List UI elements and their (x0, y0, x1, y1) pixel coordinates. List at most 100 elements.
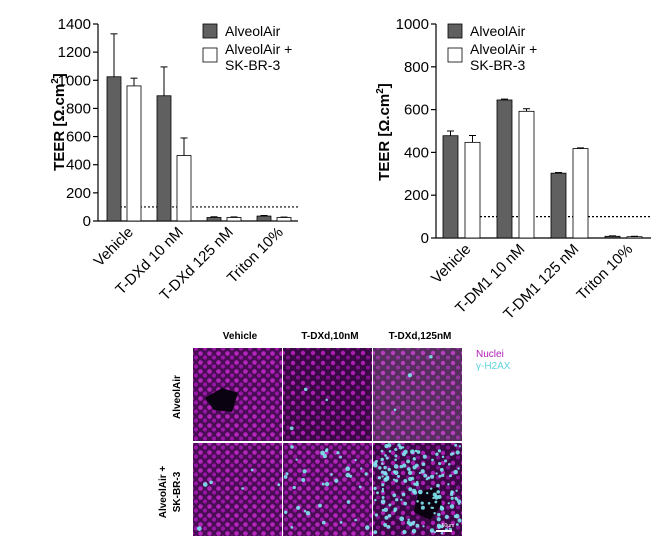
h2ax-spot (399, 464, 404, 469)
h2ax-spot (385, 456, 389, 460)
h2ax-spot (398, 445, 403, 450)
h2ax-spot (454, 513, 460, 519)
h2ax-spot (457, 467, 460, 470)
h2ax-spot (345, 466, 351, 472)
h2ax-spot (416, 500, 419, 503)
h2ax-spot (447, 483, 450, 486)
x-tick-label: Vehicle (91, 224, 137, 270)
h2ax-spot (386, 524, 391, 529)
h2ax-spot (458, 445, 462, 448)
col-header-tdxd-10: T-DXd,10nM (301, 331, 358, 342)
h2ax-spot (401, 492, 406, 497)
x-tick-label: Triton 10% (573, 241, 636, 304)
h2ax-spot (440, 531, 444, 535)
h2ax-spot (374, 498, 377, 502)
legend-nuclei: Nuclei (476, 349, 504, 360)
h2ax-spot (433, 511, 436, 515)
h2ax-spot (388, 503, 392, 507)
h2ax-spot (346, 500, 351, 504)
h2ax-spot (393, 408, 397, 412)
h2ax-spot (381, 508, 385, 512)
h2ax-spot (383, 523, 388, 527)
y-tick-label: 600 (66, 129, 91, 146)
bar (126, 85, 142, 222)
h2ax-spot (438, 462, 442, 466)
bar (156, 95, 172, 222)
h2ax-spot (339, 521, 343, 524)
y-tick-label: 0 (83, 213, 91, 230)
h2ax-spot (196, 526, 202, 531)
h2ax-spot (447, 502, 450, 505)
h2ax-spot (284, 510, 288, 514)
h2ax-spot (420, 501, 424, 505)
y-tick-label: 1200 (58, 44, 91, 61)
h2ax-spot (429, 487, 433, 490)
h2ax-spot (354, 518, 357, 522)
legend-entry: SK-BR-3 (225, 57, 280, 73)
h2ax-spot (422, 454, 427, 459)
h2ax-spot (427, 476, 431, 480)
bar (518, 110, 535, 239)
y-tick-label: 400 (404, 144, 429, 161)
h2ax-spot (339, 455, 342, 459)
h2ax-spot (430, 506, 433, 509)
h2ax-spot (418, 471, 422, 475)
h2ax-spot (324, 449, 329, 453)
left-y-axis-title: TEER [Ω.cm2] (50, 73, 68, 171)
h2ax-spot (393, 507, 398, 512)
h2ax-spot (413, 490, 418, 495)
h2ax-spot (380, 457, 384, 462)
bar (256, 215, 272, 222)
h2ax-spot (417, 489, 423, 495)
legend-swatch (447, 23, 463, 39)
h2ax-spot (407, 373, 413, 378)
image-tdxd125-alveolair (373, 348, 462, 441)
bar (550, 172, 567, 239)
h2ax-spot (402, 463, 407, 468)
h2ax-spot (202, 482, 208, 487)
h2ax-spot (400, 498, 403, 501)
h2ax-spot (321, 520, 326, 525)
h2ax-spot (325, 398, 328, 402)
y-tick-label: 0 (421, 230, 429, 247)
h2ax-spot (407, 518, 410, 522)
h2ax-spot (381, 487, 385, 491)
h2ax-spot (377, 476, 382, 480)
h2ax-spot (420, 505, 425, 510)
h2ax-spot (381, 475, 384, 478)
h2ax-spot (432, 496, 435, 500)
h2ax-spot (378, 466, 382, 470)
h2ax-spot (394, 479, 399, 483)
h2ax-spot (380, 470, 385, 474)
h2ax-spot (381, 495, 385, 500)
h2ax-spot (387, 513, 392, 518)
x-tick-label: Vehicle (428, 241, 474, 287)
h2ax-spot (383, 465, 387, 470)
h2ax-spot (396, 474, 401, 478)
image-tdxd10-cocult (283, 443, 372, 536)
bar (106, 76, 122, 222)
bar (442, 135, 459, 239)
h2ax-spot (406, 520, 411, 525)
h2ax-spot (456, 499, 462, 504)
bar (464, 141, 481, 239)
h2ax-spot (381, 483, 385, 487)
h2ax-spot (393, 464, 399, 469)
h2ax-spot (250, 468, 254, 472)
h2ax-spot (364, 472, 368, 476)
h2ax-spot (373, 530, 378, 535)
h2ax-spot (455, 450, 460, 455)
h2ax-spot (412, 465, 417, 470)
h2ax-spot (437, 449, 442, 453)
h2ax-spot (406, 459, 411, 464)
h2ax-spot (381, 462, 384, 465)
h2ax-spot (455, 523, 459, 526)
h2ax-spot (410, 449, 415, 455)
h2ax-spot (435, 452, 439, 456)
image-gap-dark-area (205, 388, 238, 412)
h2ax-spot (411, 528, 417, 534)
h2ax-spot (451, 452, 455, 455)
h2ax-spot (388, 449, 392, 453)
h2ax-spot (380, 499, 386, 505)
h2ax-spot (392, 478, 396, 481)
